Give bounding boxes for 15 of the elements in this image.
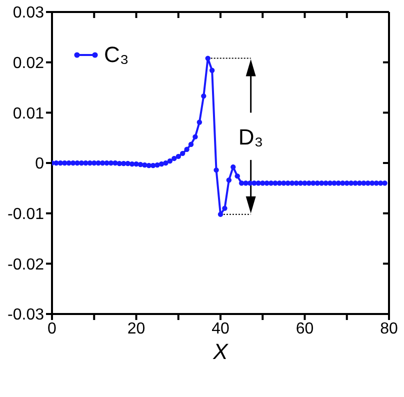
y-tick-label: 0.02 bbox=[12, 55, 44, 72]
y-tick-label: 0 bbox=[35, 156, 44, 173]
y-tick-label: 0.03 bbox=[12, 4, 44, 22]
y-tick-label: 0.01 bbox=[12, 105, 44, 122]
x-tick-label: 80 bbox=[380, 320, 398, 338]
annotation: D₃ bbox=[238, 124, 264, 150]
x-tick-label: 60 bbox=[296, 320, 314, 338]
y-tick-label: -0.01 bbox=[8, 206, 44, 224]
x-tick-label: 0 bbox=[48, 320, 57, 338]
x-tick-label: 40 bbox=[212, 320, 230, 338]
x-axis-title: X bbox=[212, 339, 230, 364]
x-tick-label: 20 bbox=[127, 320, 146, 338]
y-tick-label: -0.03 bbox=[8, 306, 44, 324]
y-tick-label: -0.02 bbox=[8, 256, 44, 274]
legend-label: C₃ bbox=[104, 42, 129, 68]
